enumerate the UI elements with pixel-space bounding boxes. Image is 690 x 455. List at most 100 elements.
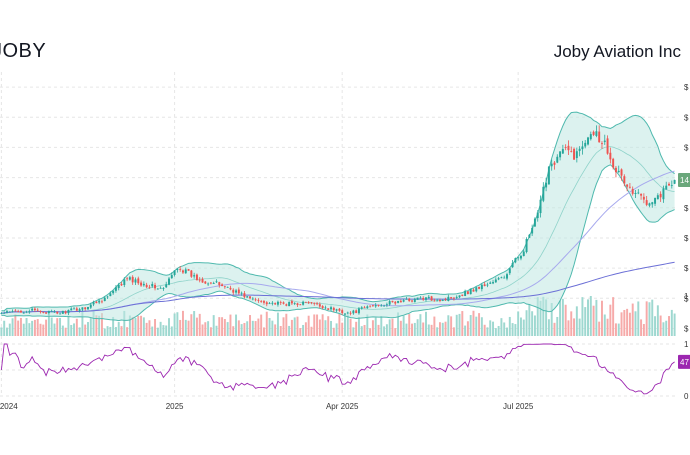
volume-bar	[324, 320, 327, 336]
candle-body	[452, 297, 455, 299]
volume-bar	[525, 310, 528, 336]
volume-bar	[14, 314, 17, 336]
candle	[360, 306, 363, 310]
candle-body	[371, 305, 374, 307]
candle-body	[668, 183, 670, 186]
volume-bar	[173, 313, 176, 336]
volume-bar	[307, 315, 310, 336]
volume-bar	[140, 315, 143, 336]
candle	[70, 307, 73, 311]
candle-body	[215, 281, 218, 283]
candle	[450, 296, 453, 299]
volume-bar	[131, 317, 134, 336]
candle	[92, 300, 95, 307]
candle	[262, 299, 265, 305]
candle	[506, 272, 508, 281]
candle	[240, 291, 243, 296]
volume-bar	[452, 327, 455, 336]
candle-body	[193, 275, 196, 277]
volume-bar	[6, 327, 8, 336]
candle	[514, 257, 517, 264]
candle-body	[165, 284, 168, 288]
candle-body	[302, 301, 305, 305]
candle-body	[433, 300, 436, 302]
volume-bar	[260, 314, 263, 336]
candle	[282, 301, 285, 305]
candle	[494, 277, 497, 283]
candle-body	[617, 170, 620, 173]
candle-body	[469, 288, 472, 295]
candle-body	[531, 228, 534, 234]
candle-body	[533, 218, 536, 227]
candle-body	[500, 277, 503, 279]
candle	[215, 279, 218, 283]
candle-body	[480, 284, 483, 290]
candle	[371, 304, 374, 308]
candle-body	[249, 296, 251, 299]
volume-bar	[126, 327, 129, 336]
volume-bar	[564, 304, 567, 336]
candle	[254, 297, 257, 302]
candle	[441, 299, 444, 302]
volume-bar	[223, 319, 226, 336]
candle	[480, 283, 483, 292]
candle	[64, 310, 67, 315]
candle	[162, 287, 165, 291]
candle-body	[612, 158, 615, 168]
candle-body	[600, 143, 603, 145]
price-tick-label: $	[684, 264, 689, 273]
candle-body	[511, 263, 514, 268]
volume-bar	[427, 324, 430, 336]
volume-bar	[355, 321, 358, 336]
candle	[98, 298, 101, 305]
candle	[330, 305, 332, 312]
candle	[131, 275, 134, 285]
candle	[112, 290, 115, 295]
volume-bar	[668, 316, 670, 336]
candle	[620, 168, 623, 181]
volume-bar	[595, 299, 598, 336]
candle-body	[592, 131, 595, 135]
volume-bar	[98, 315, 101, 336]
candle-body	[344, 313, 346, 315]
volume-bar	[296, 316, 299, 336]
candle	[249, 296, 251, 300]
volume-bar	[288, 325, 291, 336]
candle-body	[536, 212, 539, 219]
candle	[235, 288, 238, 295]
volume-bars	[0, 296, 676, 336]
candle	[634, 189, 637, 199]
candle-body	[598, 131, 601, 143]
candle	[87, 306, 89, 311]
candle-body	[274, 303, 277, 305]
candle	[397, 300, 400, 304]
volume-bar	[100, 313, 103, 336]
candle	[598, 125, 601, 143]
candle	[475, 286, 478, 293]
volume-bar	[246, 321, 249, 336]
candle-body	[545, 182, 548, 188]
candle	[444, 297, 447, 302]
candle	[492, 279, 495, 285]
candle-body	[246, 296, 249, 298]
volume-bar	[522, 319, 525, 336]
candle	[47, 310, 50, 315]
candle-body	[109, 293, 112, 297]
candle-body	[461, 294, 464, 296]
candle-body	[22, 312, 25, 314]
volume-bar	[226, 322, 229, 336]
volume-bar	[56, 318, 59, 336]
candle-body	[413, 298, 416, 303]
candle	[556, 154, 559, 164]
volume-bar	[42, 324, 45, 336]
volume-bar	[274, 324, 277, 336]
candle-body	[321, 306, 324, 309]
volume-bar	[360, 326, 363, 336]
volume-bar	[430, 324, 433, 336]
candle-body	[176, 269, 179, 271]
volume-bar	[285, 313, 288, 336]
candle	[547, 165, 550, 185]
volume-bar	[673, 313, 676, 336]
price-tick-label: $	[684, 113, 689, 122]
volume-bar	[411, 323, 414, 336]
